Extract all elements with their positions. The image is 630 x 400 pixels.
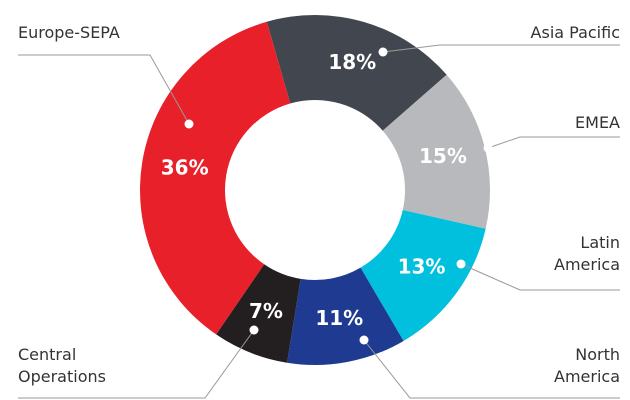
category-label: Central Operations (18, 345, 106, 386)
leader-dot (456, 259, 466, 269)
leader-dot (359, 335, 369, 345)
value-label: 13% (398, 254, 446, 278)
donut-slice (382, 74, 490, 229)
leader-dot (378, 47, 388, 57)
category-label: Latin America (554, 233, 620, 274)
leader-line (382, 44, 620, 53)
value-label: 18% (328, 50, 376, 74)
donut-slice (216, 264, 301, 363)
donut-slice (287, 267, 404, 365)
category-label: Asia Pacific (530, 23, 620, 42)
category-label: EMEA (575, 113, 620, 132)
leader-dot (483, 143, 493, 153)
leader-line (487, 136, 620, 149)
leader-line (18, 54, 190, 125)
donut-slice (360, 209, 486, 341)
leader-line (363, 339, 620, 399)
leader-line (18, 329, 255, 399)
leader-line (460, 263, 620, 291)
value-label: 15% (419, 144, 467, 168)
value-label: 7% (249, 299, 283, 323)
leader-dot (249, 325, 259, 335)
value-label: 11% (315, 306, 363, 330)
donut-slice (266, 15, 447, 131)
donut-slice (139, 21, 291, 335)
value-label: 36% (161, 155, 209, 179)
leader-dot (184, 119, 194, 129)
category-label: Europe-SEPA (18, 23, 120, 42)
category-label: North America (554, 345, 620, 386)
